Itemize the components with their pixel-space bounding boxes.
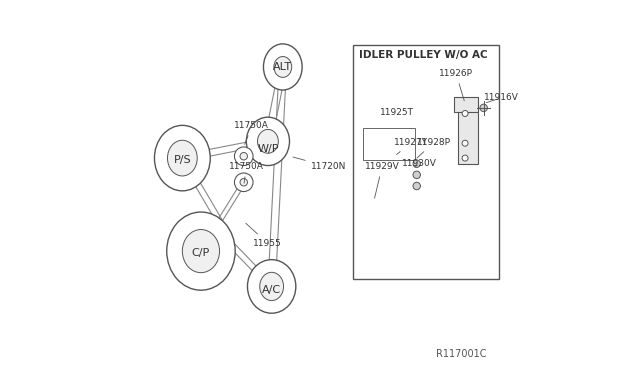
Circle shape [413,171,420,179]
Ellipse shape [375,189,399,213]
Ellipse shape [257,129,278,153]
Circle shape [462,110,468,116]
Text: 11720N: 11720N [293,157,346,171]
Circle shape [462,140,468,146]
Ellipse shape [234,173,253,192]
Text: 11925T: 11925T [380,108,413,117]
Ellipse shape [386,217,392,222]
Ellipse shape [260,272,284,301]
Ellipse shape [248,260,296,313]
Text: A/C: A/C [262,285,281,295]
Text: 11916V: 11916V [484,93,518,103]
Text: IDLER PULLEY W/O AC: IDLER PULLEY W/O AC [359,49,488,60]
Bar [363,128,415,160]
Ellipse shape [240,153,248,160]
Ellipse shape [168,140,197,176]
Text: R117001C: R117001C [436,349,486,359]
Ellipse shape [154,125,211,191]
Bar [454,97,478,112]
Text: W/P: W/P [257,144,278,154]
Ellipse shape [167,212,235,290]
Text: 11927Y: 11927Y [394,138,428,154]
Ellipse shape [234,147,253,166]
Ellipse shape [381,211,397,228]
Text: 11750A: 11750A [229,162,264,183]
Text: 11750A: 11750A [234,121,269,144]
Bar [458,104,478,164]
Text: 11926P: 11926P [439,69,473,101]
Ellipse shape [246,117,289,166]
Ellipse shape [264,44,302,90]
Circle shape [413,160,420,167]
Ellipse shape [274,57,292,77]
Text: ALT: ALT [273,62,292,72]
Circle shape [480,104,488,112]
Bar [353,45,499,279]
Text: P/S: P/S [173,155,191,165]
Text: 11928P: 11928P [417,138,451,158]
Circle shape [413,182,420,190]
Ellipse shape [383,196,392,205]
Text: C/P: C/P [192,248,210,258]
Circle shape [462,155,468,161]
Ellipse shape [369,183,405,219]
Text: 11929V: 11929V [365,162,399,198]
Ellipse shape [240,179,248,186]
Text: 11955: 11955 [246,223,282,247]
Ellipse shape [182,230,220,273]
Text: 11930V: 11930V [402,158,436,167]
